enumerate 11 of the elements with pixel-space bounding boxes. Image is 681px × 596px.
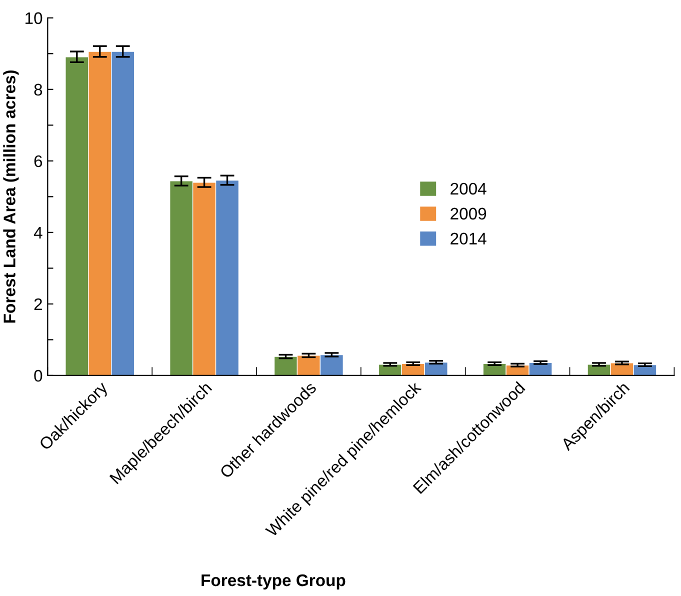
y-tick-label: 2 [34, 298, 42, 310]
y-tick-label: 8 [34, 84, 42, 96]
y-axis-title: Forest Land Area (million acres) [3, 70, 19, 323]
legend-label: 2009 [450, 208, 486, 220]
y-tick-label: 10 [26, 12, 42, 24]
y-tick-label: 0 [34, 370, 42, 382]
x-axis-title: Forest-type Group [202, 574, 346, 590]
legend-label: 2014 [450, 232, 486, 245]
y-tick-label: 6 [34, 155, 42, 168]
legend-label: 2004 [450, 182, 486, 195]
y-tick-label: 4 [34, 227, 42, 238]
